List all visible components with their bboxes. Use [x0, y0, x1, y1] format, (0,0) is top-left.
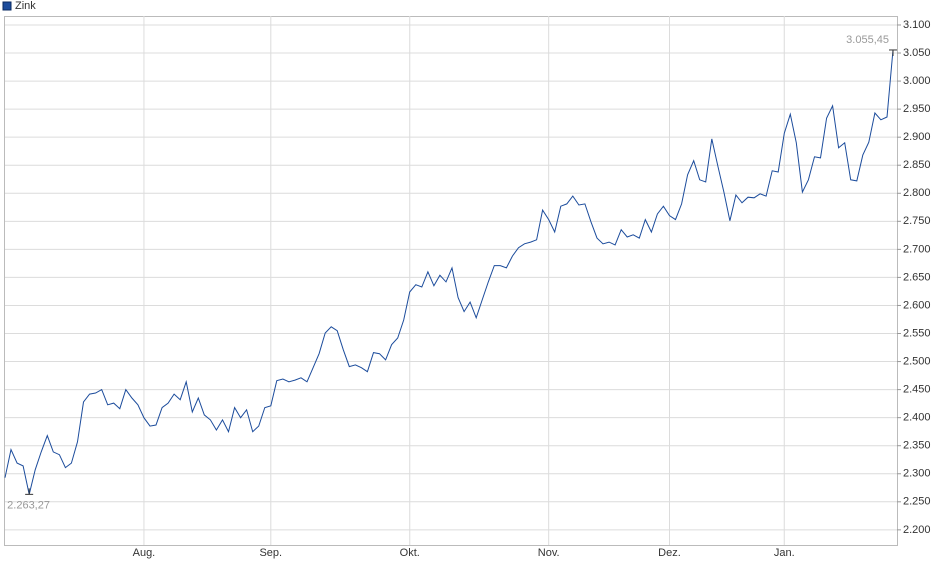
- y-tick-label: 2.550: [903, 327, 931, 339]
- y-tick-label: 2.600: [903, 299, 931, 311]
- plot-frame: [4, 16, 898, 546]
- x-tick-label: Aug.: [133, 547, 156, 559]
- x-tick-label: Dez.: [658, 547, 681, 559]
- x-tick-label: Okt.: [400, 547, 420, 559]
- y-tick-label: 2.450: [903, 384, 931, 396]
- y-tick-label: 2.350: [903, 440, 931, 452]
- value-label: 2.263,27: [7, 499, 50, 511]
- y-tick-label: 2.250: [903, 496, 931, 508]
- y-tick-label: 2.800: [903, 187, 931, 199]
- value-label: 3.055,45: [846, 34, 889, 46]
- y-tick-label: 2.900: [903, 131, 931, 143]
- y-tick-label: 2.200: [903, 524, 931, 536]
- y-tick-label: 3.100: [903, 19, 931, 31]
- y-tick-label: 2.750: [903, 215, 931, 227]
- line: [4, 49, 894, 495]
- legend-swatch: [2, 1, 12, 11]
- y-tick-label: 2.300: [903, 468, 931, 480]
- y-tick-label: 2.950: [903, 103, 931, 115]
- y-tick-label: 2.700: [903, 243, 931, 255]
- y-tick-label: 2.850: [903, 159, 931, 171]
- x-tick-label: Nov.: [538, 547, 560, 559]
- y-tick-label: 2.650: [903, 271, 931, 283]
- y-tick-label: 2.500: [903, 355, 931, 367]
- legend-label: Zink: [15, 0, 36, 12]
- y-tick-label: 2.400: [903, 412, 931, 424]
- x-tick-label: Jan.: [774, 547, 795, 559]
- y-tick-label: 3.000: [903, 75, 931, 87]
- y-tick-label: 3.050: [903, 47, 931, 59]
- x-tick-label: Sep.: [259, 547, 282, 559]
